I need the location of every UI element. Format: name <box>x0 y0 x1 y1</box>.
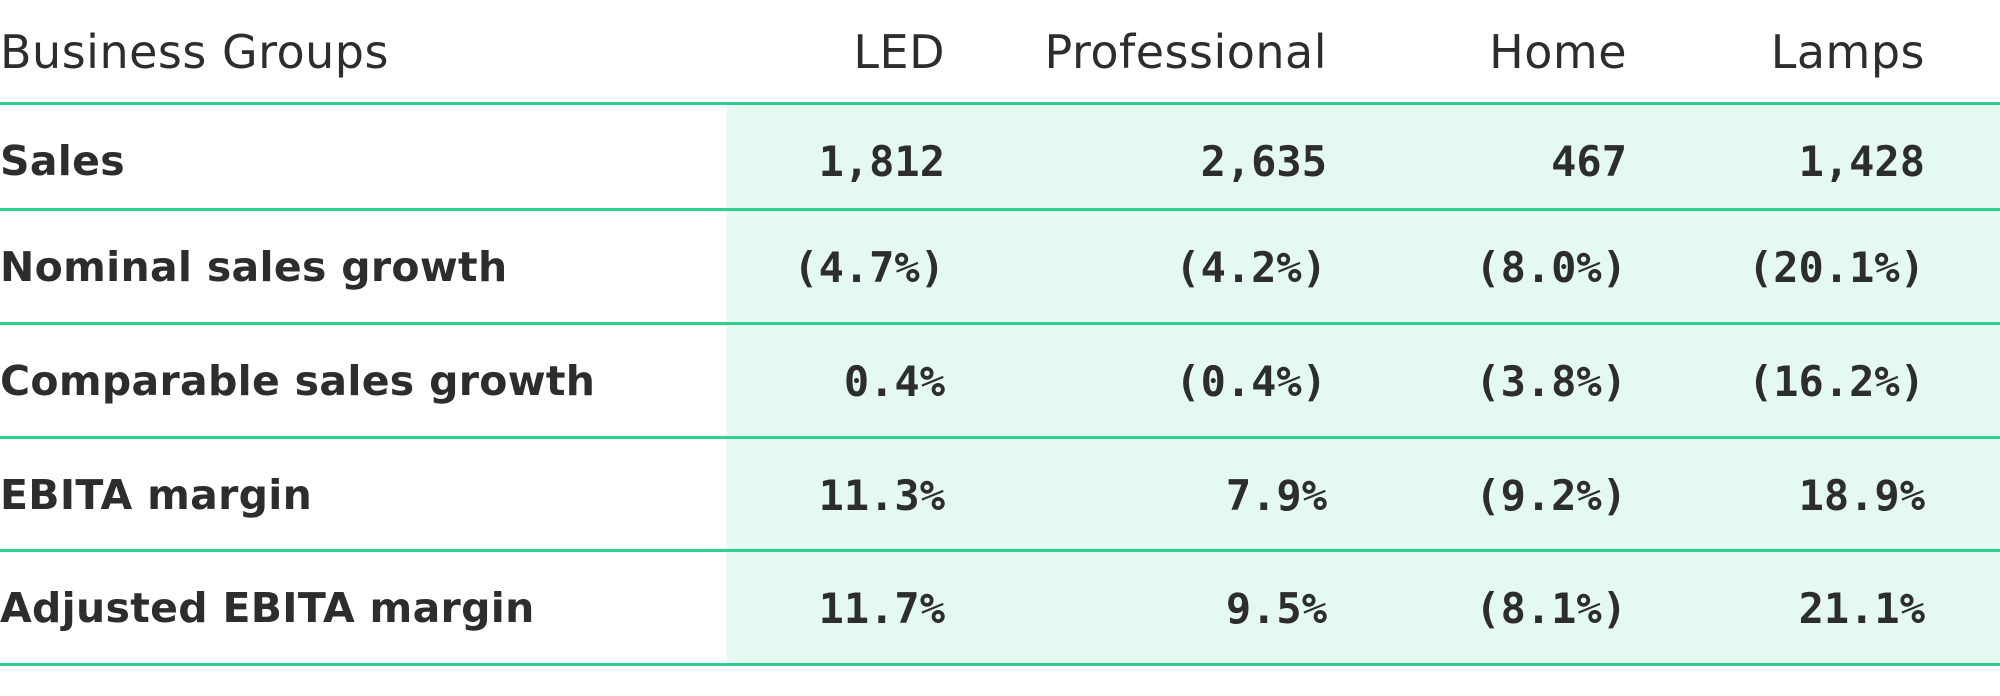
row-divider <box>0 208 2000 211</box>
row-label: Nominal sales growth <box>0 243 508 291</box>
header-label: Business Groups <box>0 24 389 79</box>
row-label: Adjusted EBITA margin <box>0 584 535 632</box>
row-divider <box>0 436 2000 439</box>
header-divider <box>0 102 2000 105</box>
table-cell: 467 <box>1551 136 1627 186</box>
table-cell: (4.7%) <box>793 242 945 292</box>
table-cell: (8.1%) <box>1475 583 1627 633</box>
table-row: Adjusted EBITA margin 11.7% 9.5% (8.1%) … <box>0 552 2000 664</box>
column-header-led: LED <box>853 24 945 79</box>
table-cell: 11.3% <box>818 470 945 520</box>
table-cell: (4.2%) <box>1175 242 1327 292</box>
table-row: Comparable sales growth 0.4% (0.4%) (3.8… <box>0 325 2000 437</box>
table-cell: (8.0%) <box>1475 242 1627 292</box>
table-cell: (20.1%) <box>1747 242 1925 292</box>
table-header-row: Business Groups LED Professional Home La… <box>0 0 2000 103</box>
column-header-lamps: Lamps <box>1770 24 1925 79</box>
row-label: Comparable sales growth <box>0 357 596 405</box>
table-cell: 0.4% <box>843 356 945 406</box>
row-divider <box>0 322 2000 325</box>
column-header-professional: Professional <box>1044 24 1327 79</box>
column-header-home: Home <box>1489 24 1627 79</box>
table-row: Sales 1,812 2,635 467 1,428 <box>0 105 2000 217</box>
table-cell: 1,812 <box>818 136 945 186</box>
row-label: EBITA margin <box>0 471 313 519</box>
table-cell: 2,635 <box>1200 136 1327 186</box>
table-cell: (16.2%) <box>1747 356 1925 406</box>
table-cell: (9.2%) <box>1475 470 1627 520</box>
row-label: Sales <box>0 137 125 185</box>
table-cell: 9.5% <box>1225 583 1327 633</box>
row-divider <box>0 549 2000 552</box>
table-cell: (3.8%) <box>1475 356 1627 406</box>
table-cell: 11.7% <box>818 583 945 633</box>
table-bottom-border <box>0 663 2000 666</box>
table-cell: 21.1% <box>1798 583 1925 633</box>
table-cell: (0.4%) <box>1175 356 1327 406</box>
table-row: Nominal sales growth (4.7%) (4.2%) (8.0%… <box>0 211 2000 323</box>
data-columns-background <box>727 105 2000 665</box>
table-cell: 1,428 <box>1798 136 1925 186</box>
table-cell: 7.9% <box>1225 470 1327 520</box>
table-cell: 18.9% <box>1798 470 1925 520</box>
table-row: EBITA margin 11.3% 7.9% (9.2%) 18.9% <box>0 439 2000 551</box>
